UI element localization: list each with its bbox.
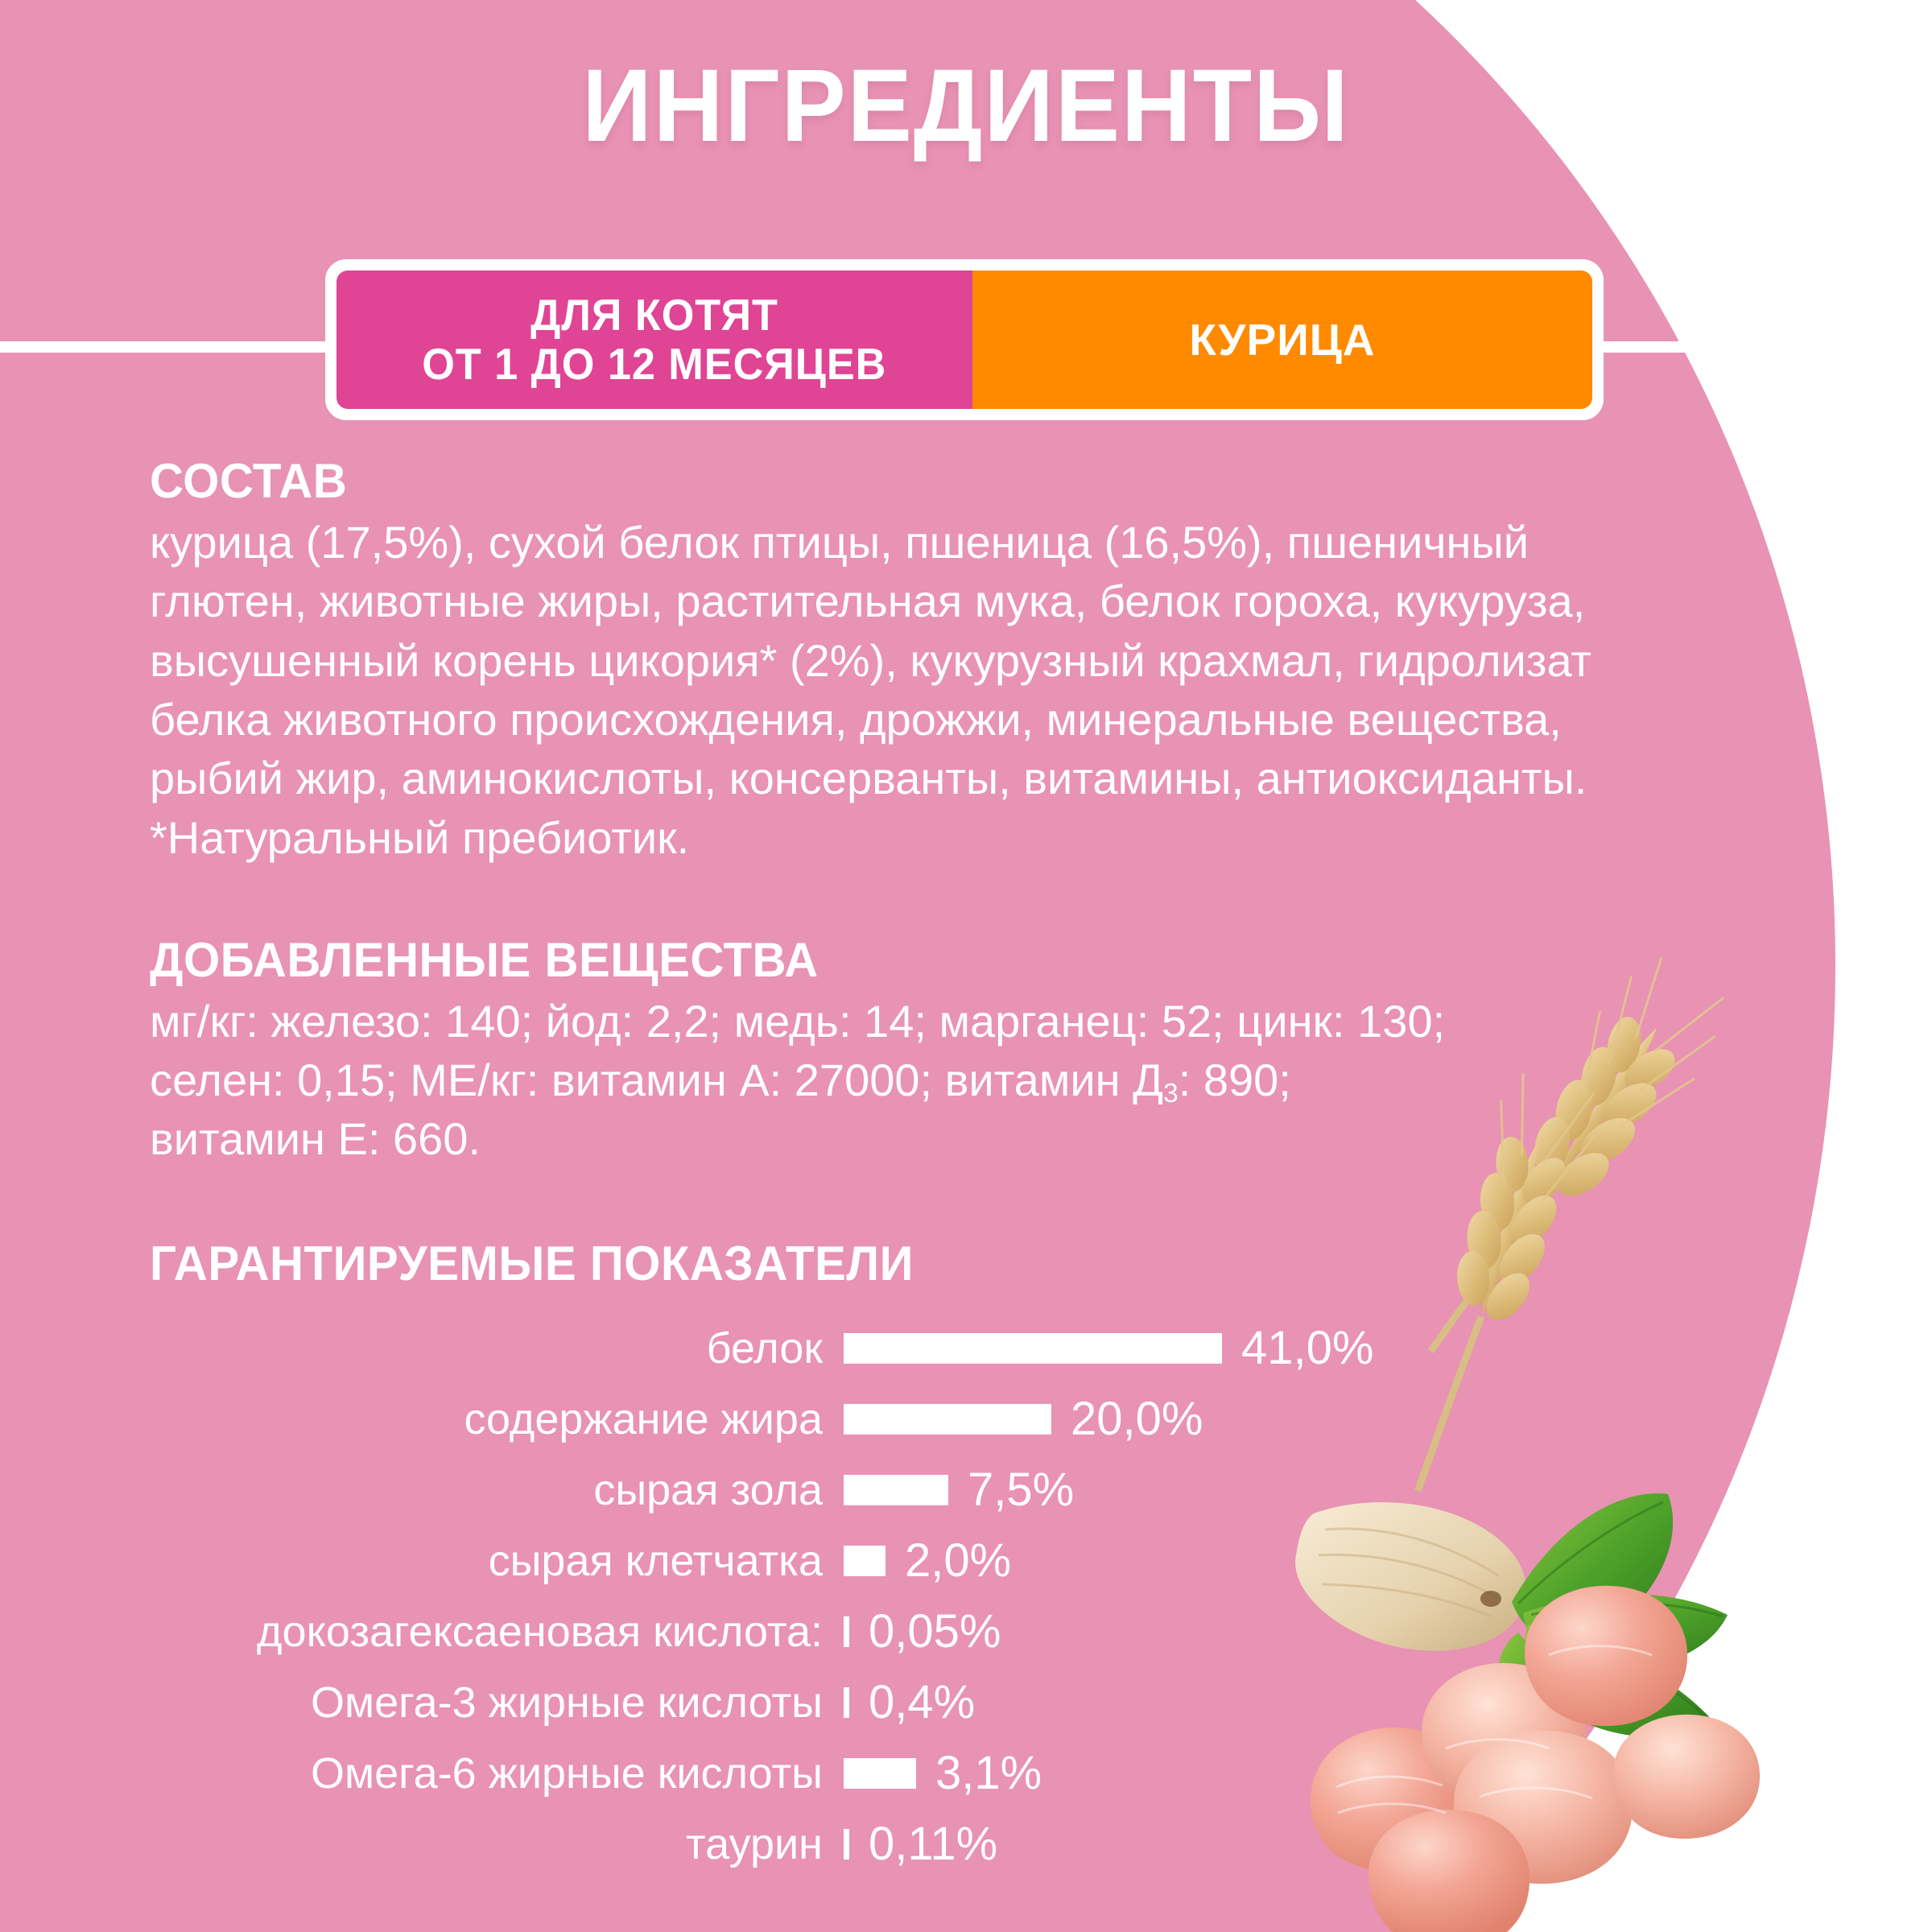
chart-row-bar	[844, 1757, 916, 1789]
badge-age-segment: ДЛЯ КОТЯТ ОТ 1 ДО 12 МЕСЯЦЕВ	[336, 270, 972, 409]
chart-row-value: 0,11%	[869, 1817, 998, 1870]
additives-line-2-pre: селен: 0,15; МЕ/кг: витамин А: 27000; ви…	[150, 1055, 1164, 1106]
chart-row-label: сырая клетчатка	[488, 1536, 823, 1585]
chart-row-label: таурин	[686, 1819, 823, 1868]
spacer	[150, 1169, 1679, 1238]
additives-line-2-post: : 890;	[1178, 1055, 1291, 1106]
composition-heading: СОСТАВ	[150, 454, 348, 508]
additives-line-1: мг/кг: железо: 140; йод: 2,2; медь: 14; …	[150, 995, 1446, 1046]
chart-row: белок 41,0%	[150, 1313, 1534, 1384]
guaranteed-analysis-chart: белок 41,0% содержание жира 20,0% сырая зола…	[150, 1313, 1534, 1880]
product-badge: ДЛЯ КОТЯТ ОТ 1 ДО 12 МЕСЯЦЕВ КУРИЦА	[325, 259, 1604, 420]
chart-row-label: сырая зола	[593, 1465, 823, 1514]
additives-line-3: витамин Е: 660.	[150, 1113, 481, 1165]
chart-row-value: 41,0%	[1241, 1321, 1374, 1374]
additives-body: мг/кг: железо: 140; йод: 2,2; медь: 14; …	[150, 992, 1567, 1169]
chart-row-bar	[844, 1828, 849, 1860]
badge-flavor-segment: КУРИЦА	[972, 270, 1592, 409]
chart-row-label: Омега-3 жирные кислоты	[310, 1678, 823, 1727]
chart-row: содержание жира 20,0%	[150, 1384, 1534, 1455]
content-column: СОСТАВ курица (17,5%), сухой белок птицы…	[150, 454, 1679, 1880]
chart-row: таурин 0,11%	[150, 1809, 1534, 1880]
vitamin-d3-subscript: 3	[1163, 1078, 1179, 1108]
chart-row-label: белок	[706, 1323, 823, 1373]
page-title: ИНГРЕДИЕНТЫ	[582, 48, 1350, 163]
chart-row: Омега-6 жирные кислоты 3,1%	[150, 1738, 1534, 1809]
chart-row-label: Омега-6 жирные кислоты	[310, 1748, 823, 1798]
chart-row-value: 7,5%	[968, 1463, 1075, 1516]
chart-row-label: докозагексаеновая кислота:	[257, 1607, 823, 1656]
chart-row-bar	[844, 1403, 1051, 1435]
chart-row-bar	[844, 1686, 849, 1718]
additives-heading: ДОБАВЛЕННЫЕ ВЕЩЕСТВА	[150, 932, 819, 987]
guaranteed-heading: ГАРАНТИРУЕМЫЕ ПОКАЗАТЕЛИ	[150, 1236, 914, 1290]
chart-row-bar	[844, 1332, 1222, 1364]
chart-row-bar	[844, 1474, 948, 1505]
chart-row-value: 20,0%	[1071, 1392, 1203, 1445]
chart-row-bar	[844, 1545, 886, 1576]
chart-row-value: 3,1%	[935, 1746, 1042, 1799]
badge-age-line2: ОТ 1 ДО 12 МЕСЯЦЕВ	[422, 339, 887, 389]
chart-row: сырая зола 7,5%	[150, 1455, 1534, 1525]
chart-row-value: 0,4%	[869, 1675, 976, 1728]
chart-row-bar	[844, 1616, 849, 1647]
chart-row-value: 0,05%	[869, 1604, 1001, 1657]
composition-body: курица (17,5%), сухой белок птицы, пшени…	[150, 516, 1592, 863]
badge-age-line1: ДЛЯ КОТЯТ	[530, 290, 778, 340]
spacer	[150, 867, 1679, 935]
chart-row: Омега-3 жирные кислоты 0,4%	[150, 1667, 1534, 1738]
chart-row: сырая клетчатка 2,0%	[150, 1525, 1534, 1596]
chart-row-label: содержание жира	[464, 1394, 823, 1443]
chart-row-value: 2,0%	[905, 1534, 1012, 1587]
chart-row: докозагексаеновая кислота: 0,05%	[150, 1596, 1534, 1667]
